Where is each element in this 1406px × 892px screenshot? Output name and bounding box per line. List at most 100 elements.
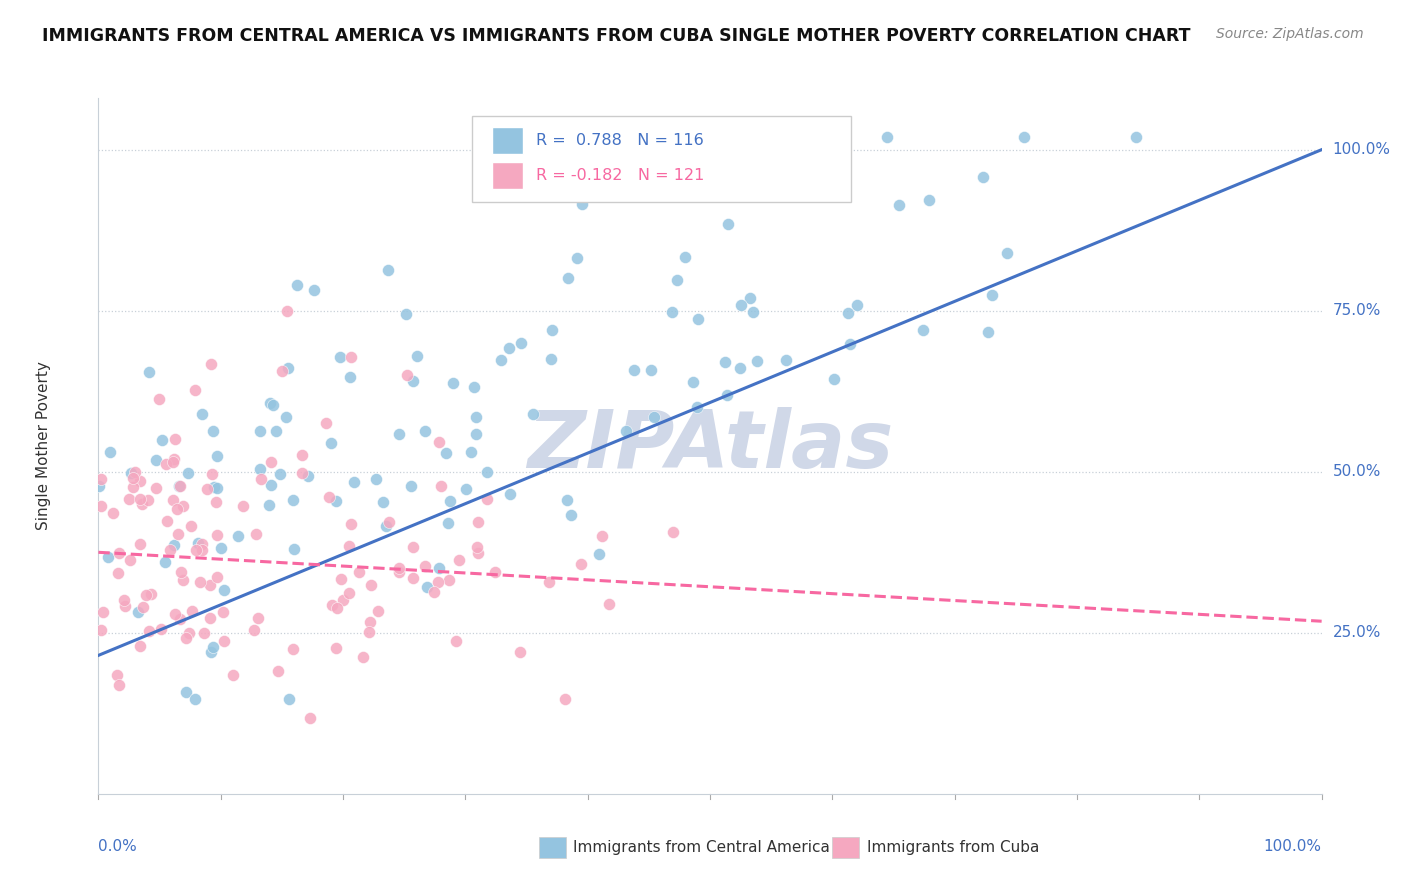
Point: [318, 490, 340, 504]
Point: [269, 467, 291, 481]
Point: [174, 631, 197, 645]
Point: [145, 481, 167, 495]
Point: [571, 196, 593, 211]
Point: [200, 645, 222, 659]
Point: [202, 640, 225, 654]
Point: [588, 547, 610, 561]
Point: [166, 502, 188, 516]
Text: Immigrants from Central America: Immigrants from Central America: [574, 840, 830, 855]
Point: [112, 593, 135, 607]
Point: [614, 425, 637, 439]
Point: [177, 466, 200, 480]
Point: [150, 433, 173, 447]
Point: [283, 542, 305, 557]
Point: [465, 427, 488, 442]
Point: [191, 536, 214, 550]
Point: [128, 474, 150, 488]
Point: [371, 495, 394, 509]
Point: [367, 604, 389, 618]
Point: [198, 577, 221, 591]
Point: [187, 536, 209, 550]
Point: [120, 552, 142, 566]
Point: [107, 566, 129, 580]
Point: [122, 480, 145, 494]
Point: [416, 580, 439, 594]
Point: [169, 479, 191, 493]
Point: [249, 462, 271, 476]
Point: [163, 538, 186, 552]
Point: [321, 598, 343, 612]
Point: [522, 407, 544, 421]
Point: [823, 372, 845, 386]
Text: 50.0%: 50.0%: [1333, 464, 1381, 479]
Point: [995, 246, 1018, 260]
Point: [591, 529, 613, 543]
Point: [108, 546, 131, 560]
Point: [378, 516, 401, 530]
Point: [169, 612, 191, 626]
Point: [396, 368, 419, 382]
Point: [918, 193, 941, 207]
Point: [135, 588, 157, 602]
Point: [560, 508, 582, 522]
Point: [260, 478, 283, 492]
Point: [839, 337, 862, 351]
Point: [665, 273, 688, 287]
Point: [565, 252, 588, 266]
Text: 75.0%: 75.0%: [1333, 303, 1381, 318]
Point: [202, 480, 225, 494]
Point: [249, 472, 271, 486]
Point: [465, 409, 488, 424]
Point: [184, 383, 207, 397]
Point: [1012, 129, 1035, 144]
Point: [510, 335, 533, 350]
Point: [200, 357, 222, 371]
Point: [402, 571, 425, 585]
Point: [972, 170, 994, 185]
Point: [977, 325, 1000, 339]
Point: [377, 262, 399, 277]
Point: [114, 599, 136, 613]
Point: [222, 668, 245, 682]
Point: [1125, 129, 1147, 144]
Point: [499, 487, 522, 501]
Point: [413, 424, 436, 438]
Point: [105, 668, 128, 682]
Point: [475, 465, 498, 479]
Point: [491, 353, 513, 368]
Bar: [492, 128, 523, 153]
Point: [245, 527, 267, 541]
Point: [281, 641, 304, 656]
Point: [741, 304, 763, 318]
Point: [180, 519, 202, 533]
Text: Single Mother Poverty: Single Mother Poverty: [37, 361, 51, 531]
Point: [163, 607, 186, 622]
Point: [399, 479, 422, 493]
Point: [91, 605, 114, 619]
Point: [413, 558, 436, 573]
Point: [150, 623, 173, 637]
Point: [297, 469, 319, 483]
Bar: [492, 162, 523, 188]
Point: [388, 565, 411, 579]
Point: [557, 493, 579, 508]
Point: [329, 572, 352, 586]
Point: [401, 540, 423, 554]
Point: [259, 396, 281, 410]
Point: [212, 633, 235, 648]
Point: [465, 540, 488, 554]
Point: [120, 467, 142, 481]
Text: 0.0%: 0.0%: [98, 839, 138, 855]
Point: [643, 409, 665, 424]
Point: [347, 566, 370, 580]
Point: [598, 598, 620, 612]
Point: [441, 376, 464, 390]
Point: [191, 543, 214, 558]
Point: [661, 305, 683, 319]
Point: [360, 577, 382, 591]
Point: [131, 497, 153, 511]
Point: [201, 467, 224, 481]
Point: [264, 424, 287, 438]
Point: [325, 641, 347, 656]
Point: [117, 491, 139, 506]
